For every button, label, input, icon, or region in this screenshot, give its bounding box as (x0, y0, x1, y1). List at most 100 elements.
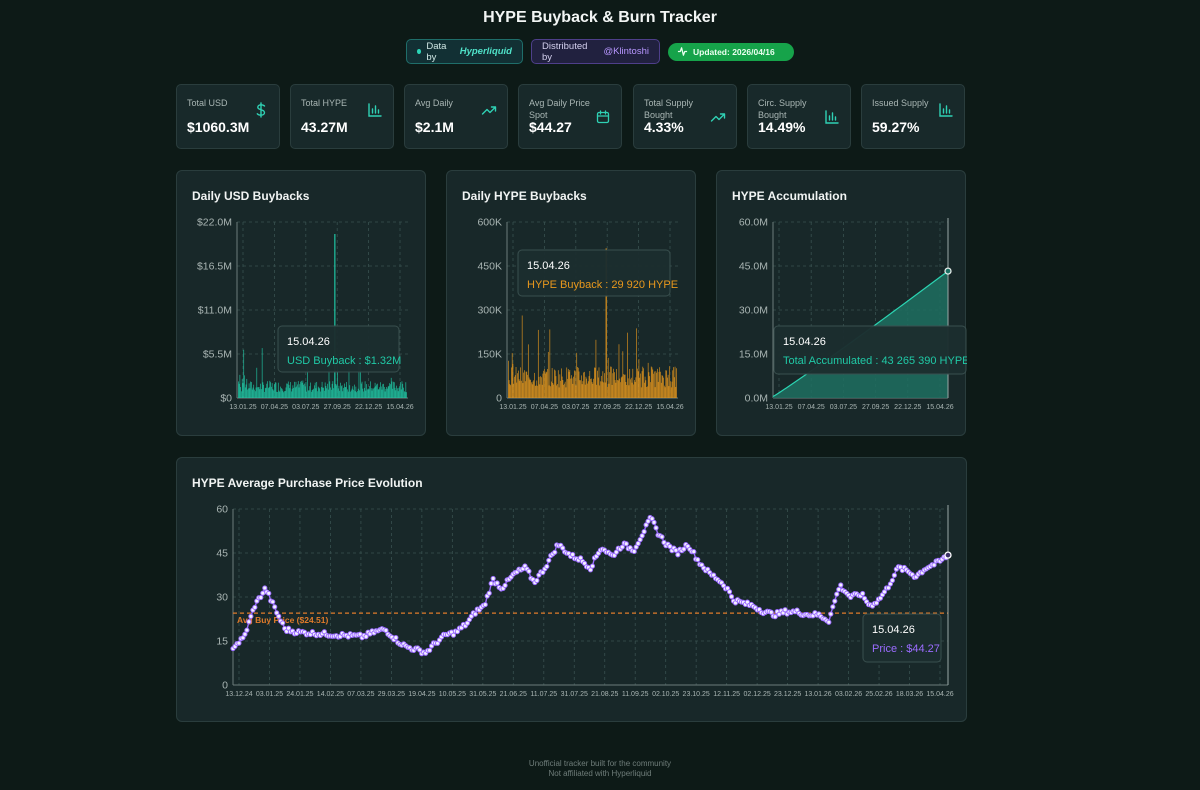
bar (260, 383, 261, 398)
tooltip-date: 15.04.26 (287, 336, 330, 348)
bar (642, 366, 644, 398)
bar (597, 377, 599, 398)
bar (382, 384, 384, 398)
y-tick-label: $0 (220, 393, 232, 405)
price-point (641, 529, 647, 535)
distributor-name[interactable]: @Klintoshi (603, 46, 649, 57)
bar (238, 383, 240, 398)
bar (353, 384, 355, 398)
bar (572, 383, 574, 398)
distributor-badge[interactable]: Distributed by @Klintoshi (531, 39, 660, 64)
x-tick-label: 22.12.25 (894, 404, 921, 411)
bar (639, 377, 641, 398)
bar (354, 391, 356, 398)
daily-hype-buybacks-chart[interactable]: 0 150K 300K 450K 600K 13.01.25 07.04.25 03.07.2… (447, 171, 697, 437)
data-source-badge[interactable]: Data by Hyperliquid (406, 39, 523, 64)
bar (306, 391, 308, 398)
bar (320, 386, 322, 398)
bar (570, 378, 571, 398)
daily-usd-buybacks-chart[interactable]: $0 $5.5M $11.0M $16.5M $22.0M 13.01.25 07.04.2… (177, 171, 427, 437)
bar (242, 382, 244, 398)
stat-issued-supply: Issued Supply 59.27% (861, 84, 965, 149)
tooltip-box (277, 325, 400, 373)
bar (397, 388, 398, 398)
bar (243, 349, 245, 398)
x-tick-label: 10.05.25 (439, 691, 466, 698)
bar (320, 391, 321, 398)
bar (392, 388, 394, 398)
bar (346, 382, 348, 398)
x-tick-label: 19.04.25 (408, 691, 435, 698)
bar (650, 366, 652, 398)
bar (515, 366, 517, 398)
price-point (834, 591, 840, 597)
hype-accumulation-chart[interactable]: 0.0M 15.0M 30.0M 45.0M 60.0M 13.01.25 07.04.25… (717, 171, 967, 437)
price-point (768, 609, 774, 615)
tooltip-box (773, 325, 967, 375)
bar (403, 387, 404, 398)
bar (517, 370, 519, 398)
bar (649, 376, 651, 398)
bar (518, 379, 520, 398)
bar (370, 381, 371, 398)
hover-point (944, 551, 952, 559)
y-tick-label: 15.0M (739, 349, 768, 361)
price-point (552, 549, 558, 555)
bar (377, 389, 379, 398)
chart-title: HYPE Accumulation (732, 189, 847, 203)
bar (273, 390, 275, 398)
data-source-prefix: Data by (426, 40, 447, 63)
bar (673, 377, 675, 398)
bar (365, 390, 367, 398)
data-source-name[interactable]: Hyperliquid (459, 46, 512, 57)
price-point (772, 614, 778, 620)
bar (244, 387, 246, 398)
price-point (653, 525, 659, 531)
tooltip-date: 15.04.26 (783, 336, 826, 348)
price-point (828, 611, 834, 617)
bar (254, 391, 256, 398)
bar (247, 388, 249, 398)
bar (257, 387, 258, 398)
bar (512, 363, 514, 398)
bar (331, 383, 333, 398)
bar (669, 366, 671, 398)
bar (587, 383, 588, 398)
bar (402, 383, 404, 398)
bar (269, 380, 271, 398)
bar (653, 371, 655, 398)
bar (251, 389, 253, 398)
bar (314, 385, 315, 398)
hover-point (944, 267, 952, 275)
bar (511, 352, 513, 398)
bar (301, 382, 303, 398)
bar (546, 372, 548, 398)
price-point (363, 634, 369, 640)
price-point (881, 589, 888, 595)
trending-up-icon (710, 113, 726, 122)
bar (277, 391, 278, 398)
price-point (534, 577, 540, 584)
y-tick-label: $5.5M (203, 349, 232, 361)
bar (610, 366, 612, 398)
bar (347, 389, 348, 398)
bar (344, 387, 346, 398)
card-hype-accumulation: HYPE Accumulation 0.0M 15.0M 30.0M 45.0M 60.… (716, 170, 967, 437)
bar (589, 370, 591, 398)
bar (375, 386, 377, 398)
y-tick-label: $16.5M (197, 261, 232, 273)
stat-value: 14.49% (758, 119, 806, 135)
bar (658, 371, 660, 398)
avg-price-evolution-chart[interactable]: 0 15 30 45 60 13.12.24 03.01.25 24.01.25 14.02.2… (177, 458, 968, 723)
bar (560, 380, 561, 398)
bar (570, 375, 572, 398)
bar (580, 380, 581, 398)
bar (574, 370, 575, 398)
bar (367, 389, 368, 398)
x-tick-label: 23.12.25 (774, 691, 801, 698)
updated-badge: Updated: 2026/04/16 (668, 42, 794, 61)
x-tick-label: 12.11.25 (713, 691, 740, 698)
bar (400, 389, 402, 398)
bar (625, 381, 627, 398)
